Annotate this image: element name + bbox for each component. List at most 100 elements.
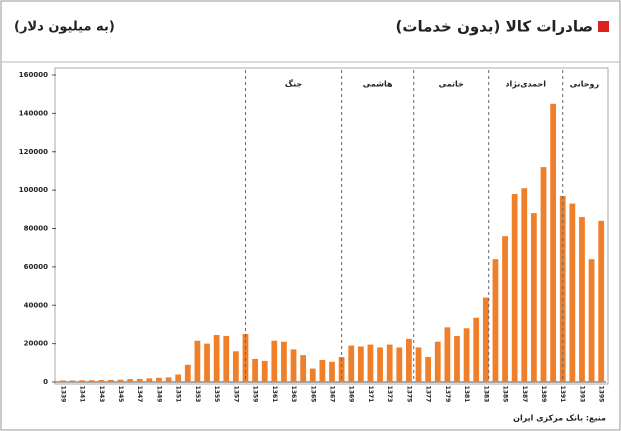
- era-label: هاشمی: [363, 80, 393, 89]
- y-tick-label: 20000: [24, 340, 48, 348]
- x-tick-label: 1343: [98, 386, 105, 403]
- y-tick-label: 100000: [19, 186, 48, 194]
- bar: [300, 355, 307, 382]
- era-label: خاتمی: [439, 80, 464, 89]
- bar: [319, 359, 326, 382]
- bar: [579, 216, 585, 382]
- x-tick-label: 1355: [213, 386, 220, 403]
- y-tick-label: 120000: [19, 148, 48, 156]
- bar: [127, 379, 133, 382]
- x-tick-label: 1371: [367, 386, 374, 403]
- bar: [175, 374, 182, 382]
- bar: [492, 259, 499, 382]
- bar: [204, 343, 210, 382]
- bar: [146, 378, 153, 382]
- x-tick-label: 1367: [329, 386, 336, 403]
- bar: [107, 379, 114, 382]
- era-label: جنگ: [285, 79, 302, 89]
- bar: [531, 213, 537, 382]
- x-tick-label: 1363: [290, 386, 297, 403]
- x-tick-label: 1389: [540, 386, 547, 403]
- bar: [377, 347, 383, 382]
- bar: [261, 360, 268, 382]
- bar: [309, 368, 316, 382]
- y-tick-label: 140000: [19, 109, 48, 117]
- x-tick-label: 1361: [271, 386, 278, 403]
- bar: [473, 317, 480, 382]
- bar: [281, 341, 287, 382]
- y-tick-label: 80000: [24, 225, 48, 233]
- x-tick-label: 1353: [194, 386, 201, 403]
- x-tick-label: 1379: [444, 386, 451, 403]
- x-tick-label: 1393: [578, 386, 585, 403]
- bar: [184, 364, 191, 382]
- bar: [406, 338, 412, 382]
- bar: [136, 378, 143, 382]
- bar: [482, 297, 489, 382]
- bar: [386, 344, 393, 382]
- source: منبع: بانک مرکزی ایران: [513, 414, 606, 423]
- bar: [502, 236, 508, 382]
- bar: [79, 380, 85, 382]
- x-tick-label: 1373: [386, 386, 393, 403]
- bar: [569, 203, 576, 382]
- bar: [396, 347, 403, 382]
- bar: [165, 377, 172, 382]
- bar: [329, 361, 335, 382]
- x-tick-label: 1391: [559, 386, 566, 403]
- bar: [232, 351, 239, 382]
- bar: [117, 379, 124, 382]
- x-tick-label: 1345: [117, 386, 124, 403]
- y-tick-label: 0: [43, 378, 48, 386]
- title-marker: [598, 21, 609, 32]
- y-tick-label: 60000: [24, 263, 48, 271]
- x-tick-label: 1347: [136, 386, 143, 403]
- bar: [348, 345, 355, 382]
- bar: [213, 334, 220, 382]
- x-tick-label: 1375: [405, 386, 412, 403]
- y-tick-label: 40000: [24, 301, 48, 309]
- bar: [252, 358, 258, 382]
- x-tick-label: 1339: [59, 386, 66, 403]
- era-label: احمدی‌نژاد: [505, 80, 546, 89]
- bar: [290, 349, 297, 382]
- x-tick-label: 1359: [252, 386, 259, 403]
- bar: [550, 103, 557, 382]
- bar: [521, 188, 528, 382]
- bar: [59, 380, 66, 382]
- y-tick-label: 160000: [19, 71, 48, 79]
- bar: [598, 220, 605, 382]
- bar: [434, 341, 441, 382]
- x-tick-label: 1385: [502, 386, 509, 403]
- bar: [69, 380, 76, 382]
- bar: [156, 377, 162, 382]
- x-tick-label: 1357: [232, 386, 239, 403]
- chart-title: صادرات کالا (بدون خدمات): [396, 18, 593, 36]
- chart-subtitle: (به میلیون دلار): [14, 20, 115, 35]
- bar: [338, 357, 345, 382]
- x-tick-label: 1395: [598, 386, 605, 403]
- bar: [463, 328, 470, 382]
- era-label: روحانی: [570, 80, 600, 89]
- bar: [194, 340, 201, 382]
- x-tick-label: 1383: [482, 386, 489, 403]
- bar: [511, 193, 518, 382]
- plot-frame: [54, 67, 609, 385]
- x-tick-label: 1387: [521, 386, 528, 403]
- bar: [367, 344, 374, 382]
- x-tick-label: 1369: [348, 386, 355, 403]
- x-tick-label: 1365: [309, 386, 316, 403]
- bar: [588, 259, 595, 382]
- bar: [88, 380, 95, 382]
- bar: [454, 335, 460, 382]
- x-tick-label: 1377: [425, 386, 432, 403]
- bar: [271, 340, 278, 382]
- bar: [540, 167, 547, 382]
- bar: [357, 346, 364, 382]
- bar: [98, 380, 105, 382]
- x-tick-label: 1349: [155, 386, 162, 403]
- bar: [425, 357, 432, 382]
- bar: [415, 347, 422, 382]
- x-tick-label: 1381: [463, 386, 470, 403]
